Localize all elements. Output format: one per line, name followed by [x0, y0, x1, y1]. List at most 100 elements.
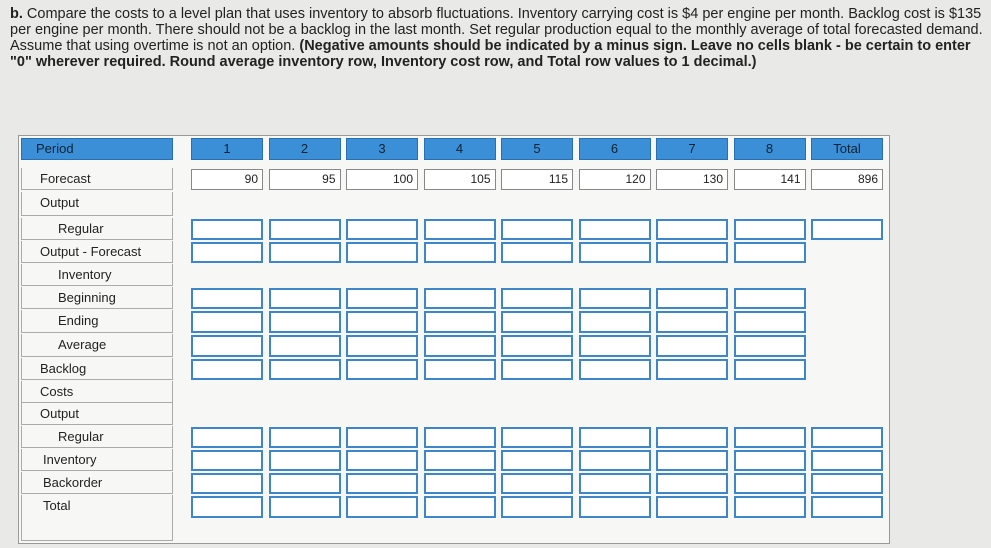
input-cell[interactable]	[268, 311, 341, 333]
input-cell[interactable]	[423, 311, 496, 333]
input-cell[interactable]	[656, 311, 728, 333]
input-cell[interactable]	[733, 496, 806, 518]
instructions-bold: (Negative amounts should be indicated by…	[10, 38, 971, 70]
forecast-value: 100	[346, 169, 418, 190]
input-cell[interactable]	[656, 219, 728, 240]
input-cell[interactable]	[578, 450, 651, 471]
input-cell[interactable]	[423, 450, 496, 471]
input-cell[interactable]	[501, 288, 573, 309]
instructions: b. Compare the costs to a level plan tha…	[10, 6, 985, 70]
input-cell[interactable]	[346, 242, 418, 263]
input-cell[interactable]	[578, 359, 651, 380]
input-cell[interactable]	[501, 473, 573, 494]
input-cell[interactable]	[191, 450, 263, 471]
input-cell[interactable]	[578, 427, 651, 448]
input-cell[interactable]	[346, 427, 418, 448]
input-cell[interactable]	[423, 219, 496, 240]
input-cell[interactable]	[733, 359, 806, 380]
input-cell[interactable]	[191, 427, 263, 448]
row-label: Regular	[21, 426, 173, 448]
input-cell[interactable]	[656, 450, 728, 471]
input-cell[interactable]	[578, 473, 651, 494]
input-cell[interactable]	[268, 335, 341, 357]
input-cell[interactable]	[191, 359, 263, 380]
input-cell[interactable]	[346, 219, 418, 240]
input-cell[interactable]	[346, 335, 418, 357]
row-label: Inventory	[21, 449, 173, 471]
input-cell[interactable]	[501, 311, 573, 333]
input-cell[interactable]	[811, 219, 883, 240]
input-cell[interactable]	[423, 496, 496, 518]
input-cell[interactable]	[733, 288, 806, 309]
input-cell[interactable]	[268, 242, 341, 263]
input-cell[interactable]	[733, 335, 806, 357]
input-cell[interactable]	[501, 242, 573, 263]
input-cell[interactable]	[656, 288, 728, 309]
input-cell[interactable]	[501, 496, 573, 518]
input-cell[interactable]	[268, 496, 341, 518]
input-cell[interactable]	[268, 427, 341, 448]
input-cell[interactable]	[656, 496, 728, 518]
input-cell[interactable]	[501, 359, 573, 380]
input-cell[interactable]	[733, 427, 806, 448]
input-cell[interactable]	[656, 242, 728, 263]
input-cell[interactable]	[191, 335, 263, 357]
input-cell[interactable]	[268, 288, 341, 309]
input-cell[interactable]	[811, 496, 883, 518]
input-cell[interactable]	[811, 473, 883, 494]
input-cell[interactable]	[578, 311, 651, 333]
input-cell[interactable]	[423, 288, 496, 309]
input-cell[interactable]	[811, 427, 883, 448]
input-cell[interactable]	[733, 450, 806, 471]
input-cell[interactable]	[268, 219, 341, 240]
input-cell[interactable]	[191, 473, 263, 494]
input-cell[interactable]	[578, 496, 651, 518]
input-cell[interactable]	[346, 473, 418, 494]
input-cell[interactable]	[733, 473, 806, 494]
prefix: b.	[10, 6, 23, 22]
input-cell[interactable]	[346, 496, 418, 518]
input-cell[interactable]	[656, 359, 728, 380]
row-label: Ending	[21, 310, 173, 333]
input-cell[interactable]	[191, 219, 263, 240]
input-cell[interactable]	[501, 427, 573, 448]
input-cell[interactable]	[578, 288, 651, 309]
period-column: 6	[578, 138, 651, 160]
row-label: Regular	[21, 218, 173, 240]
input-cell[interactable]	[733, 311, 806, 333]
input-cell[interactable]	[346, 288, 418, 309]
input-cell[interactable]	[346, 311, 418, 333]
input-cell[interactable]	[811, 450, 883, 471]
input-cell[interactable]	[733, 219, 806, 240]
input-cell[interactable]	[656, 473, 728, 494]
input-cell[interactable]	[733, 242, 806, 263]
input-cell[interactable]	[268, 473, 341, 494]
input-cell[interactable]	[191, 242, 263, 263]
input-cell[interactable]	[501, 219, 573, 240]
input-cell[interactable]	[501, 450, 573, 471]
input-cell[interactable]	[268, 450, 341, 471]
input-cell[interactable]	[656, 427, 728, 448]
input-cell[interactable]	[423, 335, 496, 357]
input-cell[interactable]	[191, 288, 263, 309]
input-cell[interactable]	[423, 242, 496, 263]
input-cell[interactable]	[268, 359, 341, 380]
input-cell[interactable]	[346, 359, 418, 380]
instructions-text: Compare the costs to a level plan that u…	[10, 6, 983, 54]
input-cell[interactable]	[191, 496, 263, 518]
period-column: Total	[811, 138, 883, 160]
input-cell[interactable]	[191, 311, 263, 333]
input-cell[interactable]	[423, 427, 496, 448]
input-cell[interactable]	[501, 335, 573, 357]
input-cell[interactable]	[578, 242, 651, 263]
row-label: Output	[21, 403, 173, 425]
input-cell[interactable]	[423, 359, 496, 380]
input-cell[interactable]	[423, 473, 496, 494]
forecast-value: 896	[811, 169, 883, 190]
input-cell[interactable]	[656, 335, 728, 357]
period-column: 3	[346, 138, 418, 160]
input-cell[interactable]	[578, 335, 651, 357]
input-cell[interactable]	[346, 450, 418, 471]
input-cell[interactable]	[578, 219, 651, 240]
